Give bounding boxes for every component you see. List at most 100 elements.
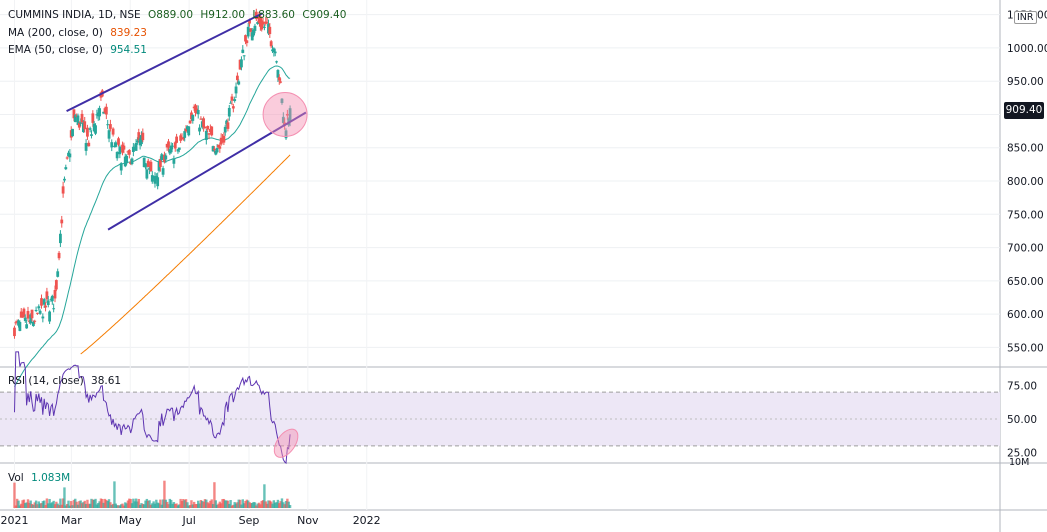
candle-body [250, 32, 254, 41]
volume-bar [167, 504, 170, 508]
volume-bar [171, 503, 174, 508]
volume-bar [15, 498, 19, 508]
volume-bar [57, 505, 61, 508]
ma-legend[interactable]: MA (200, close, 0) 839.23 [8, 27, 151, 39]
candle-body [214, 150, 218, 155]
candle-body [134, 142, 138, 151]
volume-bar [91, 499, 95, 508]
volume-bar [245, 499, 249, 508]
volume-bar [287, 501, 290, 508]
candle-body [156, 177, 160, 187]
y-tick-label: 850.00 [1007, 143, 1044, 155]
candle-body [265, 22, 269, 24]
volume-bar [20, 503, 23, 508]
candle-body [36, 312, 39, 314]
volume-bar [147, 500, 150, 508]
volume-bar [61, 498, 65, 508]
candle-body [233, 99, 237, 102]
volume-bar [271, 503, 274, 508]
volume-bar [283, 504, 286, 508]
candle-body [84, 143, 88, 151]
candle-body [272, 48, 276, 53]
volume-bar [282, 502, 285, 508]
rsi-label: RSI (14, close) [8, 375, 84, 387]
volume-bar [30, 503, 34, 508]
y-tick-label: 600.00 [1007, 309, 1044, 321]
x-tick-label: Jul [181, 514, 195, 527]
volume-bar [90, 498, 93, 508]
candle-body [29, 314, 33, 324]
volume-bar [38, 503, 42, 508]
volume-bar [74, 498, 77, 508]
volume-bar [267, 500, 270, 508]
candle-body [213, 148, 216, 151]
rsi-legend[interactable]: RSI (14, close) 38.61 [8, 375, 125, 387]
volume-bar [125, 503, 128, 508]
x-tick-label: 2022 [353, 514, 381, 527]
volume-bar [251, 502, 254, 508]
volume-bar [101, 498, 104, 508]
vol-value: 1.083M [31, 472, 71, 484]
candle-body [137, 132, 141, 141]
candle-body [104, 106, 108, 115]
volume-bar [13, 482, 16, 508]
volume-bar [275, 502, 278, 508]
vol-legend[interactable]: Vol 1.083M [8, 472, 74, 484]
ema-legend[interactable]: EMA (50, close, 0) 954.51 [8, 44, 151, 56]
volume-bar [157, 503, 161, 508]
volume-bar [276, 499, 280, 508]
candle-body [268, 26, 272, 35]
volume-bar [213, 482, 216, 508]
candle-body [37, 306, 41, 309]
y-tick-label: 700.00 [1007, 243, 1044, 255]
volume-bar [45, 498, 49, 508]
volume-bar [145, 498, 149, 508]
volume-bar [148, 500, 151, 508]
volume-bar [180, 500, 184, 508]
trendline [66, 12, 263, 113]
volume-axis-unit: 10M [1009, 457, 1030, 468]
volume-bar [59, 498, 62, 508]
candle-body [33, 320, 37, 322]
candle-body [106, 124, 110, 126]
volume-bar [237, 499, 240, 508]
y-tick-label: 1000.00 [1007, 43, 1047, 55]
candle-body [234, 86, 238, 94]
volume-bar [194, 504, 197, 508]
ema50-line [14, 65, 291, 388]
volume-bar [115, 505, 119, 508]
volume-bar [159, 499, 162, 508]
candle-body [207, 133, 211, 135]
candle-body [117, 138, 120, 145]
volume-bar [130, 503, 134, 508]
volume-bar [78, 501, 81, 508]
candle-body [136, 140, 139, 143]
candle-body [59, 233, 62, 244]
candle-body [241, 49, 245, 53]
volume-bar [207, 503, 211, 508]
volume-bar [51, 502, 54, 508]
volume-bar [121, 503, 124, 508]
candle-body [175, 136, 178, 143]
volume-bar [203, 499, 207, 508]
volume-bar [75, 501, 78, 508]
volume-bar [278, 503, 281, 508]
candle-body [191, 114, 195, 121]
volume-bar [41, 501, 45, 508]
volume-bar [187, 505, 190, 508]
volume-bar [94, 498, 97, 508]
candle-body [22, 308, 26, 317]
volume-bar [280, 498, 284, 508]
volume-bar [95, 504, 99, 508]
volume-bar [230, 505, 234, 508]
candle-body [252, 29, 256, 36]
volume-bar [178, 504, 181, 508]
candle-body [71, 128, 74, 137]
y-tick-label: 750.00 [1007, 209, 1044, 221]
volume-bar [217, 503, 220, 508]
candle-body [275, 61, 278, 63]
volume-bar [156, 502, 159, 508]
currency-badge[interactable]: INR [1014, 11, 1037, 24]
